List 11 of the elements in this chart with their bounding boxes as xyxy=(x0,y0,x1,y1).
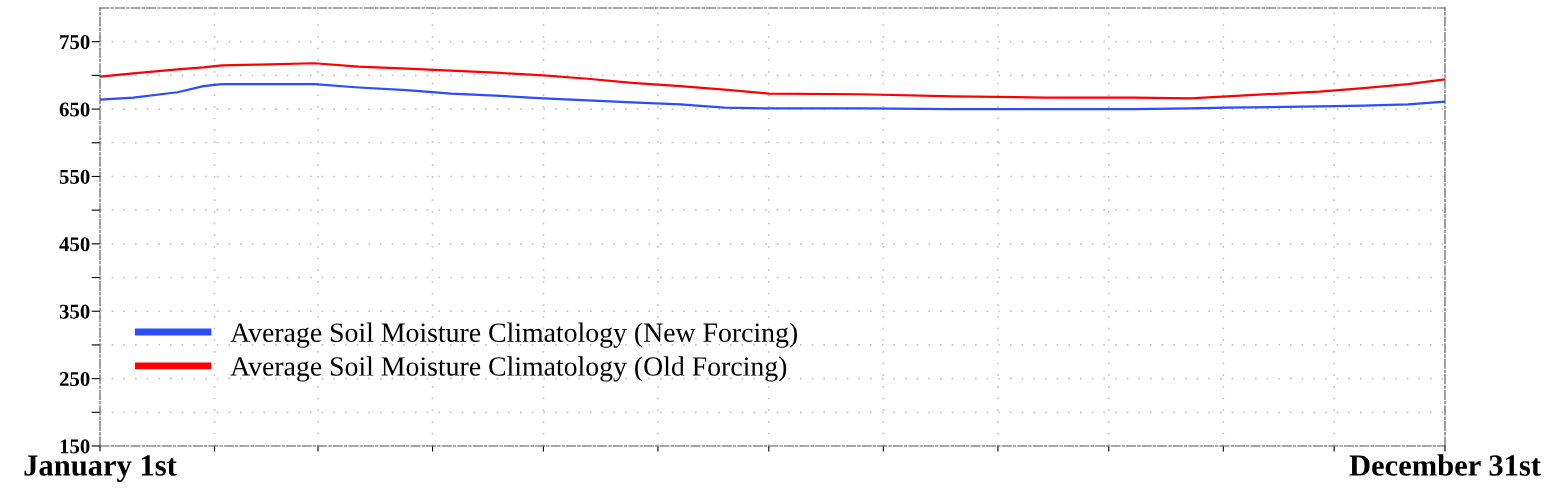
y-tick-label: 150 xyxy=(60,439,90,454)
y-tick-label: 650 xyxy=(59,102,90,117)
x-tick-label: January 1st xyxy=(24,455,177,483)
y-tick-label: 250 xyxy=(59,371,90,387)
y-tick-label: 450 xyxy=(59,237,90,252)
legend-label: Average Soil Moisture Climatology (Old Forcing) xyxy=(230,356,787,382)
legend-label: Average Soil Moisture Climatology (New Forcing) xyxy=(230,322,797,348)
x-tick-label: December 31st xyxy=(1349,454,1541,476)
y-tick-label: 750 xyxy=(60,35,90,50)
y-tick-label: 550 xyxy=(59,169,90,184)
y-tick-label: 350 xyxy=(59,304,90,319)
